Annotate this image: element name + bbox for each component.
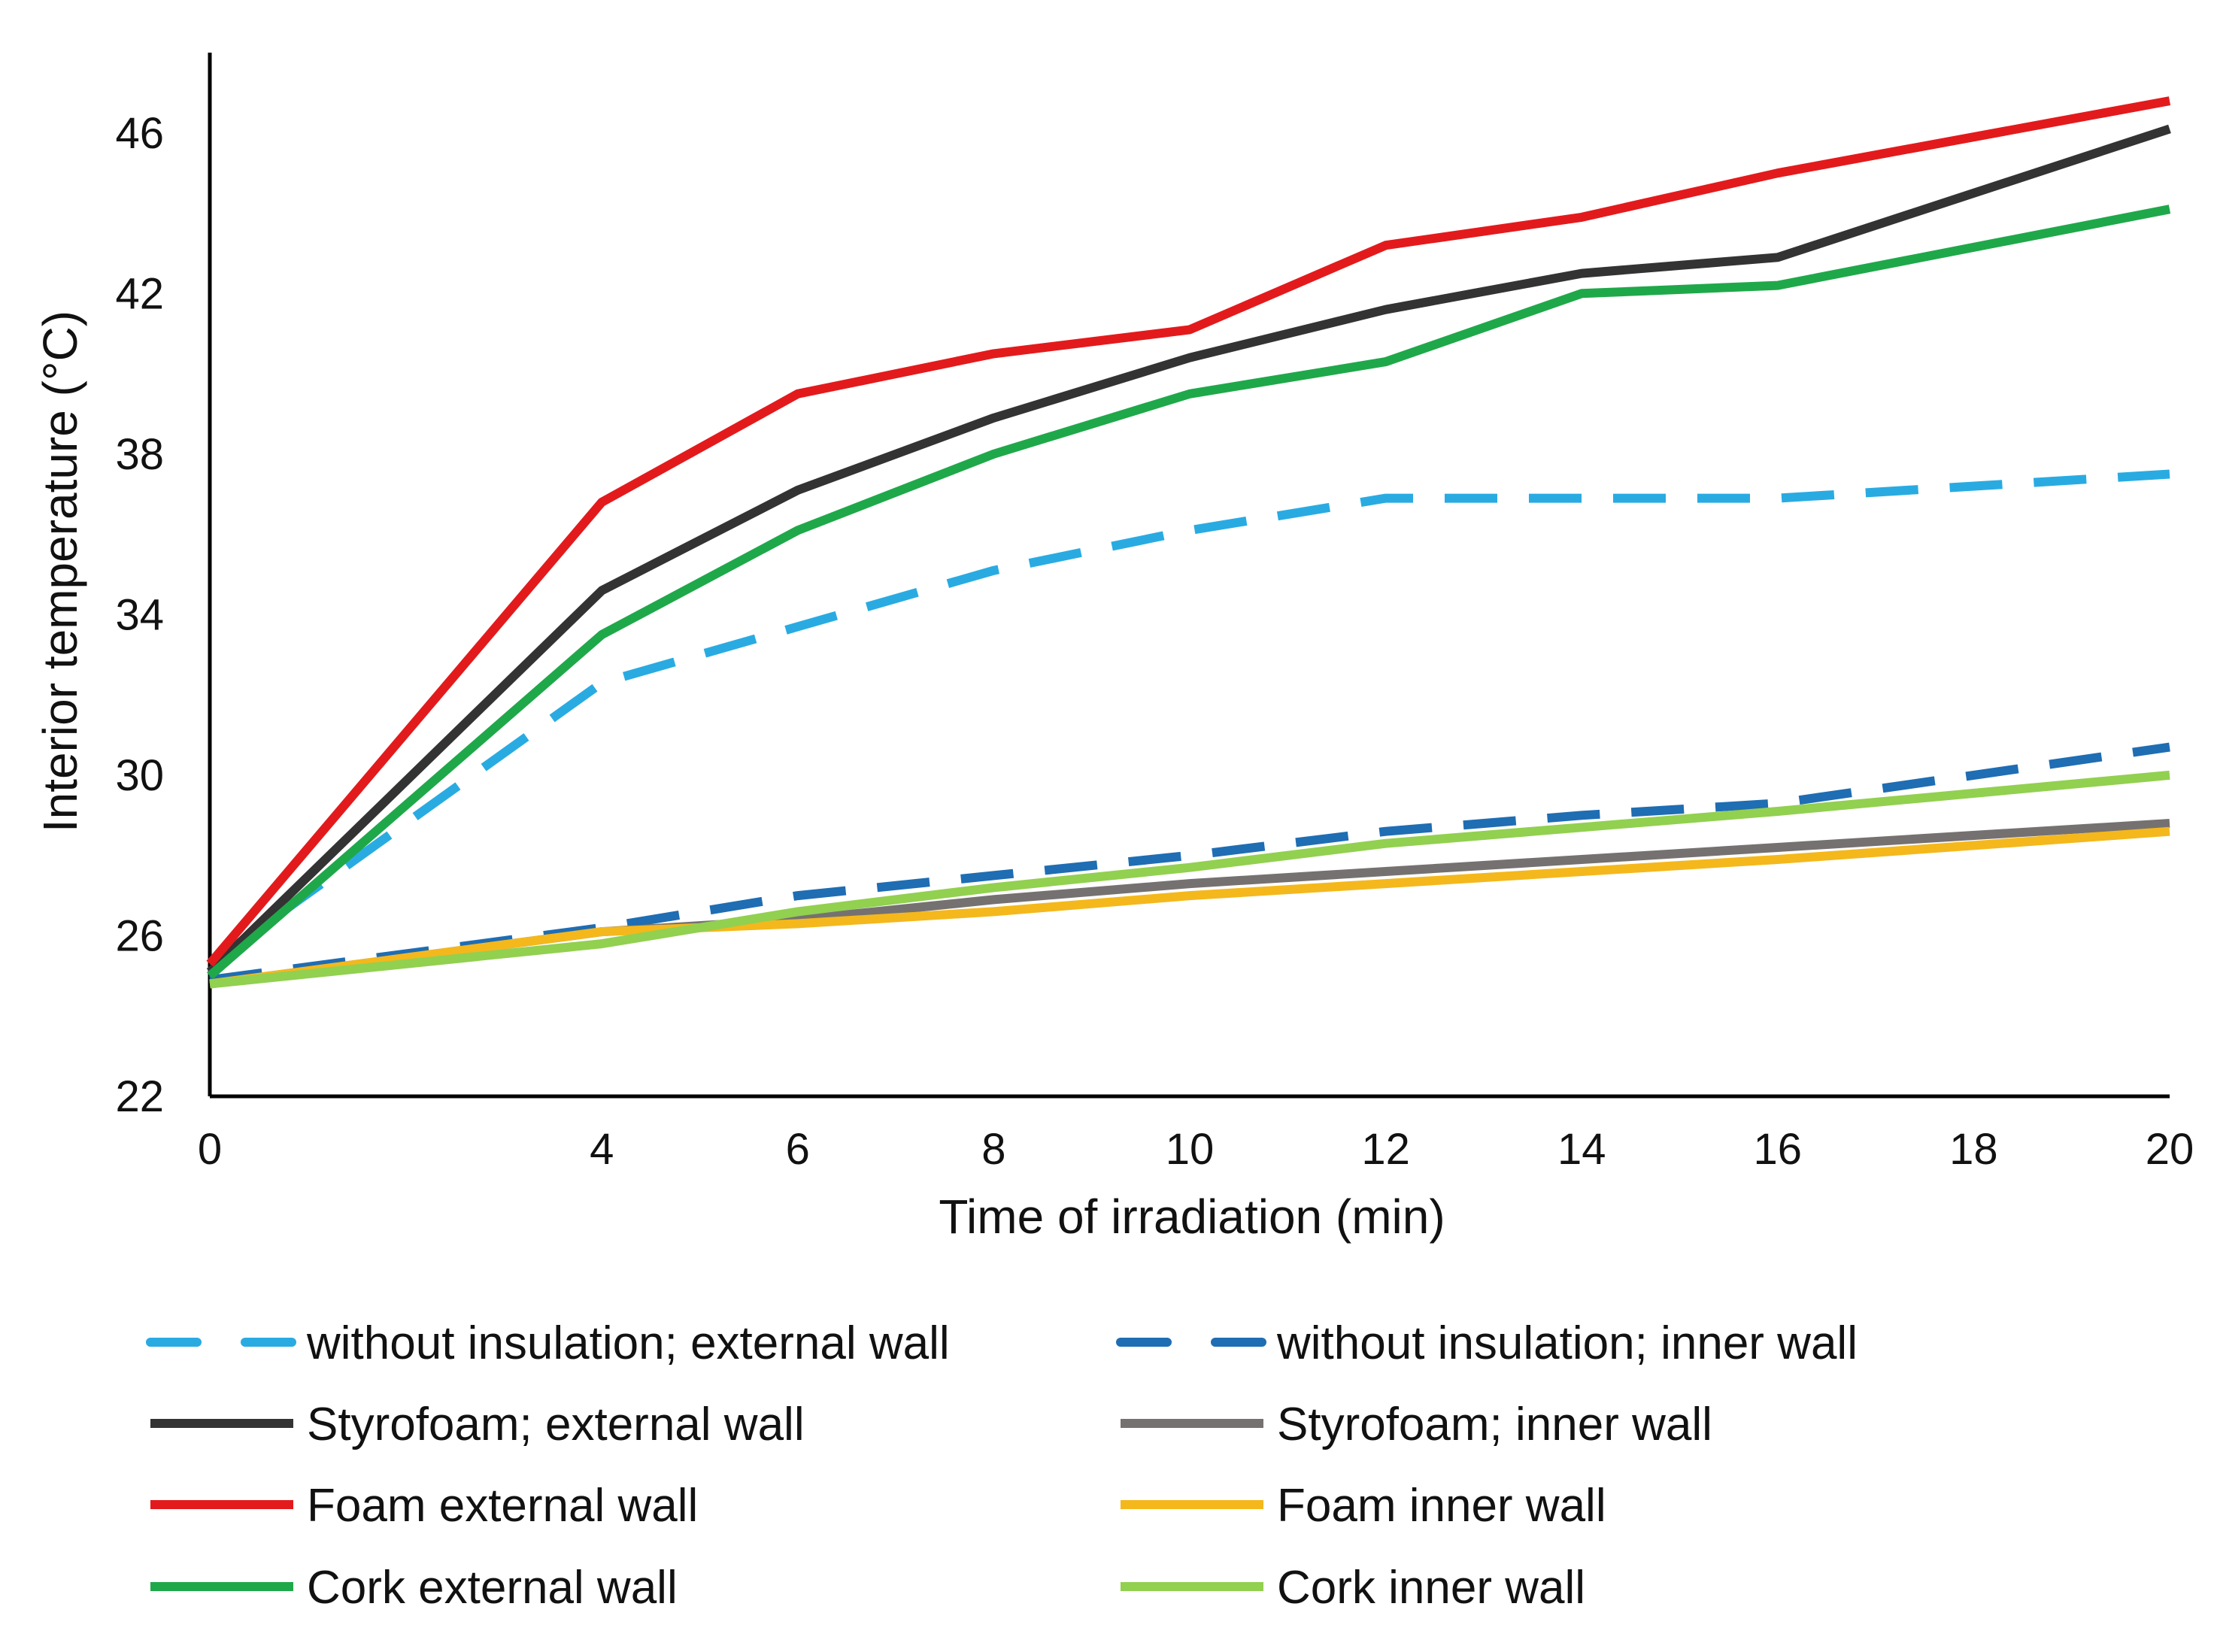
legend-label-foam-external-wall: Foam external wall [307, 1480, 698, 1532]
y-tick-label: 46 [115, 109, 164, 158]
series-line-foam-external-wall [206, 96, 2171, 967]
series-line-cork-external-wall [207, 205, 2171, 980]
y-tick-label: 38 [115, 430, 164, 479]
legend-label-styrofoam-inner-wall: Styrofoam; inner wall [1277, 1399, 1712, 1450]
x-tick-label: 14 [1557, 1125, 1606, 1174]
y-tick-label: 42 [115, 269, 164, 318]
series-lines [206, 96, 2171, 989]
x-tick-label: 20 [2146, 1125, 2194, 1174]
series-line-without-insulation-inner-wall [209, 742, 2170, 985]
y-tick-label: 30 [115, 751, 164, 800]
y-tick-label: 26 [115, 911, 164, 960]
x-tick-label: 16 [1754, 1125, 1803, 1174]
legend-label-without-insulation-external-wall: without insulation; external wall [306, 1317, 950, 1369]
legend: without insulation; external wall without… [146, 1317, 1858, 1614]
series-line-without-insulation-external-wall [207, 469, 2170, 968]
x-tick-label: 8 [981, 1125, 1005, 1174]
y-tick-label: 34 [115, 590, 164, 639]
x-tick-label: 18 [1949, 1125, 1998, 1174]
x-tick-label: 10 [1166, 1125, 1215, 1174]
x-tick-label: 12 [1361, 1125, 1410, 1174]
legend-label-without-insulation-inner-wall: without insulation; inner wall [1276, 1317, 1858, 1369]
x-tick-label: 4 [590, 1125, 614, 1174]
series-line-styrofoam-external-wall [206, 124, 2171, 975]
legend-label-styrofoam-external-wall: Styrofoam; external wall [307, 1399, 805, 1450]
x-tick-label: 0 [198, 1125, 222, 1174]
series-line-styrofoam-inner-wall [209, 819, 2170, 989]
series-line-cork-inner-wall [209, 770, 2170, 989]
x-tick-label: 6 [786, 1125, 810, 1174]
x-axis-title: Time of irradiation (min) [939, 1190, 1445, 1244]
y-tick-label: 22 [115, 1072, 164, 1121]
legend-label-cork-inner-wall: Cork inner wall [1277, 1562, 1585, 1614]
y-axis-title: Interior temperature (°C) [33, 311, 87, 832]
legend-label-foam-inner-wall: Foam inner wall [1277, 1480, 1606, 1532]
legend-label-cork-external-wall: Cork external wall [307, 1562, 678, 1614]
series-line-foam-inner-wall [209, 826, 2170, 989]
